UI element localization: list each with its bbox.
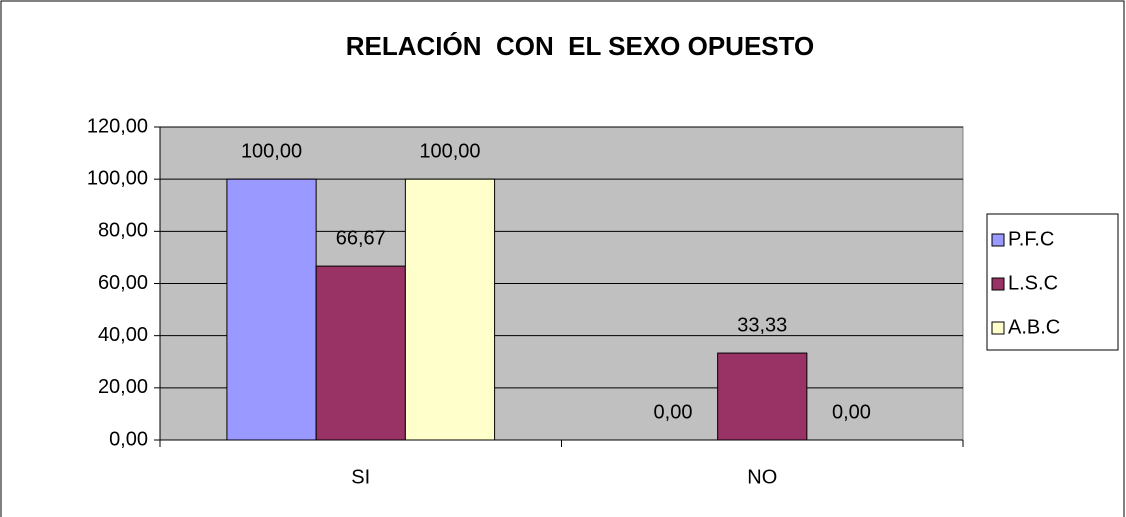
bar bbox=[717, 352, 808, 441]
bar bbox=[404, 178, 496, 441]
y-tick-label: 120,00 bbox=[87, 115, 148, 137]
bar bbox=[226, 178, 317, 441]
y-tick-label: 100,00 bbox=[87, 167, 148, 189]
value-label: 33,33 bbox=[737, 314, 787, 336]
bar bbox=[315, 265, 406, 441]
chart-title: RELACIÓN CON EL SEXO OPUESTO bbox=[346, 31, 815, 61]
legend-label: P.F.C bbox=[1008, 228, 1054, 250]
value-label: 0,00 bbox=[832, 401, 871, 423]
legend-swatch bbox=[991, 321, 1005, 335]
x-tick-label: SI bbox=[351, 466, 370, 488]
value-label: 66,67 bbox=[336, 227, 386, 249]
legend-label: A.B.C bbox=[1008, 316, 1060, 338]
legend-swatch bbox=[991, 277, 1005, 291]
value-label: 100,00 bbox=[241, 140, 302, 162]
x-tick-label: NO bbox=[747, 466, 777, 488]
y-tick-label: 0,00 bbox=[109, 428, 148, 450]
y-tick-label: 80,00 bbox=[98, 220, 148, 242]
value-label: 0,00 bbox=[654, 401, 693, 423]
y-tick-label: 60,00 bbox=[98, 272, 148, 294]
legend-label: L.S.C bbox=[1008, 272, 1058, 294]
y-tick-label: 20,00 bbox=[98, 376, 148, 398]
legend-swatch bbox=[991, 233, 1005, 247]
legend-box bbox=[986, 213, 1119, 351]
y-tick-label: 40,00 bbox=[98, 324, 148, 346]
value-label: 100,00 bbox=[419, 140, 480, 162]
